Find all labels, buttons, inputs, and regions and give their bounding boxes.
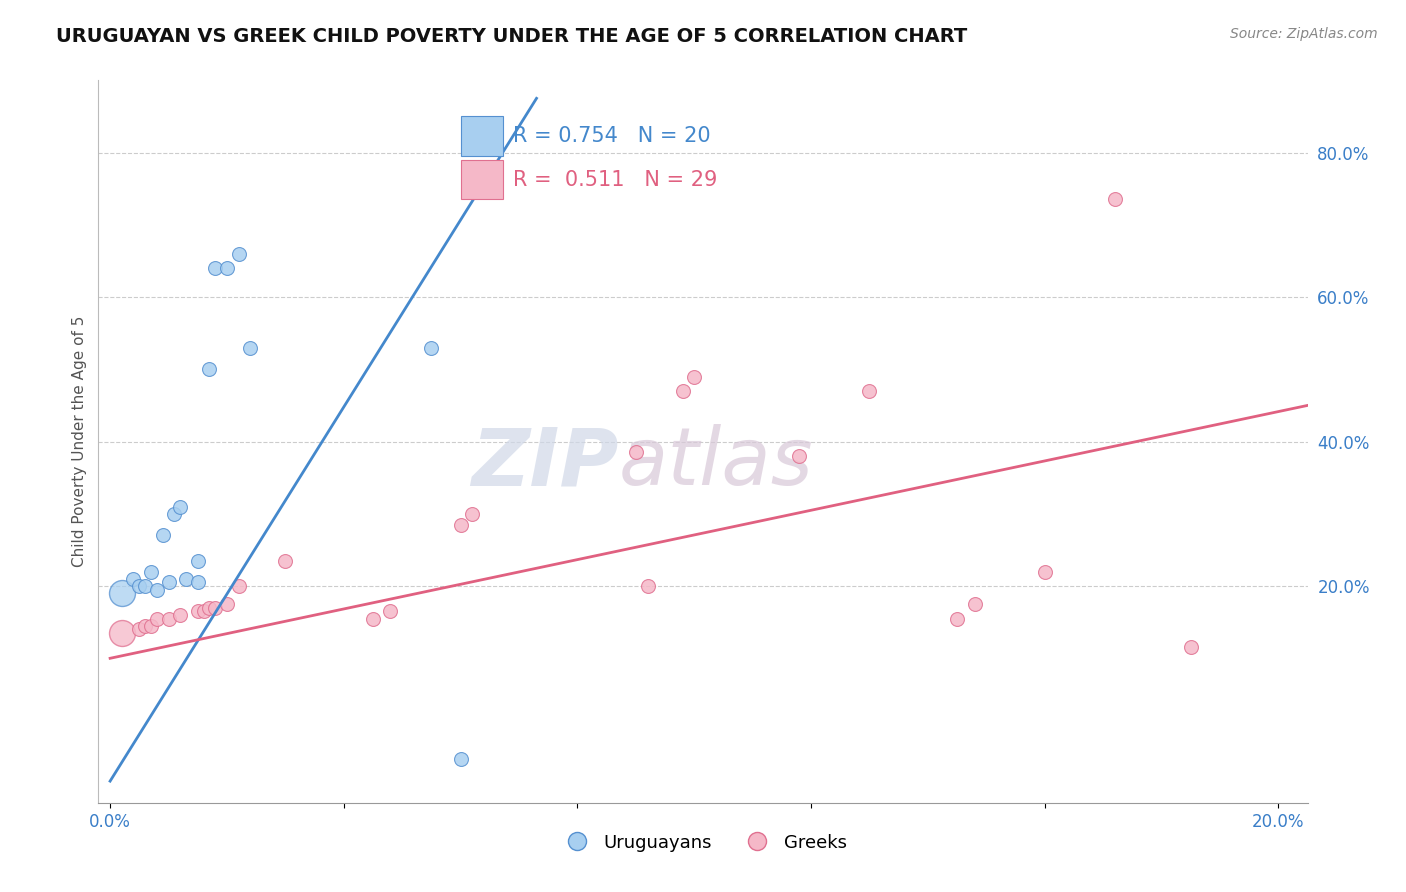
Point (152, 528, 174, 542)
Point (146, 611, 169, 625)
Text: ZIP: ZIP (471, 425, 619, 502)
Point (361, 611, 384, 625)
Point (134, 619, 156, 633)
Point (169, 607, 191, 622)
Point (624, 445, 647, 459)
Point (789, 449, 811, 463)
Point (1180, 640, 1202, 655)
Point (111, 586, 134, 600)
Point (858, 384, 880, 398)
Point (228, 246, 250, 260)
Point (204, 600, 226, 615)
Point (111, 626, 134, 640)
Point (198, 362, 221, 376)
Text: atlas: atlas (619, 425, 813, 502)
Point (139, 565, 162, 579)
Point (215, 261, 238, 276)
Point (380, 604, 402, 618)
Point (174, 572, 197, 586)
Point (193, 604, 215, 618)
Point (461, 507, 484, 521)
Point (139, 619, 162, 633)
Point (683, 369, 706, 384)
Point (215, 597, 238, 611)
Y-axis label: Child Poverty Under the Age of 5: Child Poverty Under the Age of 5 (72, 316, 87, 567)
Point (198, 600, 221, 615)
Text: R = 0.754   N = 20: R = 0.754 N = 20 (513, 127, 711, 146)
Legend: Uruguayans, Greeks: Uruguayans, Greeks (551, 826, 855, 859)
Point (128, 579, 150, 593)
Point (946, 611, 969, 625)
Point (157, 611, 180, 625)
Point (637, 579, 659, 593)
Point (122, 572, 145, 586)
Bar (461, 117, 503, 156)
Point (163, 507, 186, 521)
Point (169, 500, 191, 514)
Point (187, 554, 209, 568)
Point (450, 752, 472, 766)
Point (1033, 565, 1056, 579)
Text: URUGUAYAN VS GREEK CHILD POVERTY UNDER THE AGE OF 5 CORRELATION CHART: URUGUAYAN VS GREEK CHILD POVERTY UNDER T… (56, 27, 967, 45)
Point (146, 582, 169, 597)
Point (963, 597, 986, 611)
Point (239, 341, 262, 355)
Point (450, 517, 472, 532)
Text: Source: ZipAtlas.com: Source: ZipAtlas.com (1230, 27, 1378, 41)
Point (274, 554, 297, 568)
Point (157, 575, 180, 590)
Point (187, 575, 209, 590)
Point (128, 623, 150, 637)
Point (134, 579, 156, 593)
Text: R =  0.511   N = 29: R = 0.511 N = 29 (513, 169, 717, 190)
Point (204, 261, 226, 276)
Point (671, 384, 693, 398)
Point (187, 604, 209, 618)
Point (420, 341, 443, 355)
Point (1104, 193, 1126, 207)
Bar (461, 160, 503, 200)
Point (228, 579, 250, 593)
